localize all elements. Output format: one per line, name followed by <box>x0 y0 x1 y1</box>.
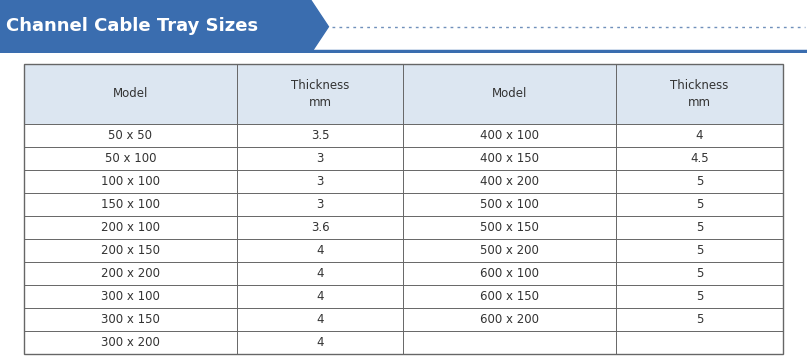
Text: Thickness
mm: Thickness mm <box>291 79 349 109</box>
Text: 200 x 100: 200 x 100 <box>101 221 160 234</box>
Text: 4: 4 <box>696 129 703 142</box>
Text: 500 x 150: 500 x 150 <box>480 221 539 234</box>
Text: 100 x 100: 100 x 100 <box>101 175 160 188</box>
Text: 500 x 100: 500 x 100 <box>480 198 539 211</box>
Text: Model: Model <box>113 87 148 100</box>
Text: 150 x 100: 150 x 100 <box>101 198 160 211</box>
Text: Thickness
mm: Thickness mm <box>670 79 729 109</box>
Text: 5: 5 <box>696 198 703 211</box>
Text: 500 x 200: 500 x 200 <box>480 244 539 257</box>
Text: 5: 5 <box>696 221 703 234</box>
Text: 400 x 150: 400 x 150 <box>480 152 539 165</box>
Text: 50 x 50: 50 x 50 <box>108 129 153 142</box>
Text: 3.6: 3.6 <box>311 221 329 234</box>
Text: 3: 3 <box>316 152 324 165</box>
Text: 4: 4 <box>316 336 324 349</box>
Text: 5: 5 <box>696 244 703 257</box>
Text: 4.5: 4.5 <box>690 152 709 165</box>
Text: 5: 5 <box>696 290 703 303</box>
Text: 4: 4 <box>316 244 324 257</box>
Text: 300 x 100: 300 x 100 <box>101 290 160 303</box>
Text: 5: 5 <box>696 313 703 326</box>
Text: 300 x 200: 300 x 200 <box>101 336 160 349</box>
Text: 3: 3 <box>316 198 324 211</box>
Text: 600 x 200: 600 x 200 <box>480 313 539 326</box>
Text: 400 x 100: 400 x 100 <box>480 129 539 142</box>
Text: 4: 4 <box>316 313 324 326</box>
Text: 3: 3 <box>316 175 324 188</box>
Text: 3.5: 3.5 <box>311 129 329 142</box>
Text: 600 x 150: 600 x 150 <box>480 290 539 303</box>
Text: Channel Cable Tray Sizes: Channel Cable Tray Sizes <box>6 17 258 35</box>
Text: 200 x 150: 200 x 150 <box>101 244 160 257</box>
Text: 4: 4 <box>316 290 324 303</box>
Text: Model: Model <box>492 87 528 100</box>
Polygon shape <box>0 0 328 53</box>
Text: 600 x 100: 600 x 100 <box>480 267 539 280</box>
Text: 5: 5 <box>696 267 703 280</box>
Text: 4: 4 <box>316 267 324 280</box>
Text: 50 x 100: 50 x 100 <box>105 152 157 165</box>
Text: 5: 5 <box>696 175 703 188</box>
Text: 400 x 200: 400 x 200 <box>480 175 539 188</box>
Text: 200 x 200: 200 x 200 <box>101 267 160 280</box>
Bar <box>24 64 783 123</box>
Text: 300 x 150: 300 x 150 <box>101 313 160 326</box>
